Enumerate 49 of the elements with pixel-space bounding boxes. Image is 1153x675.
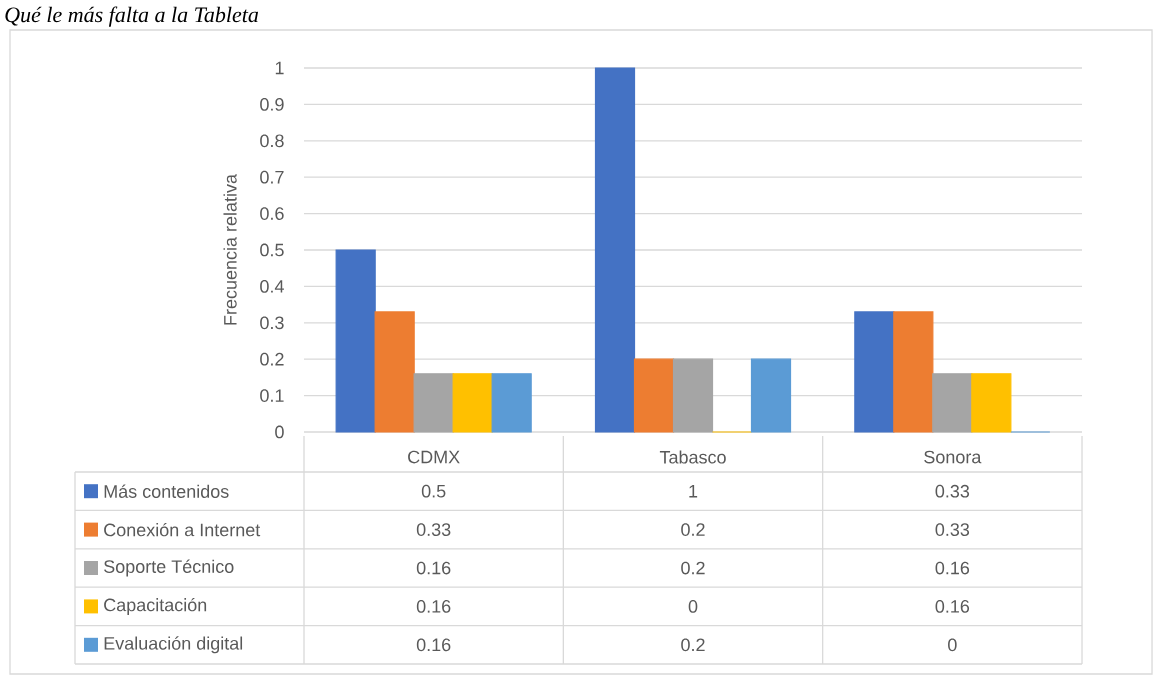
y-tick-label: 0.3 <box>260 316 284 330</box>
legend-label: Conexión a Internet <box>104 522 261 537</box>
data-label: 0.2 <box>681 561 705 575</box>
data-label: 0.33 <box>935 523 970 536</box>
y-tick-label: 0.1 <box>260 389 284 402</box>
bar <box>750 358 792 433</box>
legend-label: Evaluación digital <box>104 636 243 654</box>
y-tick-label: 1 <box>275 61 284 75</box>
y-tick-label: 0 <box>275 425 284 439</box>
x-tick-label: Sonora <box>924 450 982 464</box>
data-label: 0 <box>688 600 698 613</box>
data-label: 0.16 <box>416 561 451 575</box>
y-tick-label: 0.7 <box>260 170 284 184</box>
y-tick-label: 0.2 <box>260 352 284 366</box>
y-tick-label: 0.8 <box>260 134 284 148</box>
bar <box>452 373 493 433</box>
data-label: 0.33 <box>416 523 451 536</box>
data-label: 0.33 <box>935 484 970 498</box>
bar <box>413 373 454 433</box>
legend-label: Capacitación <box>104 597 207 615</box>
bar <box>633 358 675 433</box>
x-tick-label: CDMX <box>408 450 460 464</box>
y-tick-label: 0.4 <box>260 280 284 293</box>
x-tick-label: Tabasco <box>659 450 726 464</box>
bar <box>854 311 895 433</box>
data-label: 0 <box>948 638 957 652</box>
bar <box>971 373 1012 433</box>
y-axis-title: Frecuencia relativa <box>223 174 237 325</box>
data-label: 0.5 <box>421 484 446 498</box>
bar <box>335 249 376 433</box>
legend-label: Soporte Técnico <box>104 559 234 577</box>
bar <box>491 373 532 433</box>
data-label: 1 <box>689 485 698 498</box>
chart-title: Qué le más falta a la Tableta <box>5 6 259 27</box>
bar <box>374 311 415 433</box>
y-tick-label: 0.9 <box>260 98 284 111</box>
data-label: 0.16 <box>935 561 970 575</box>
bar <box>594 67 636 433</box>
y-tick-label: 0.6 <box>260 207 284 220</box>
data-label: 0.16 <box>416 600 451 613</box>
data-label: 0.2 <box>681 523 705 536</box>
bar <box>893 311 934 433</box>
bar <box>672 358 714 433</box>
data-label: 0.16 <box>416 638 451 652</box>
data-label: 0.2 <box>681 638 705 652</box>
y-tick-label: 0.5 <box>260 243 284 257</box>
data-label: 0.16 <box>935 600 970 613</box>
legend-label: Más contenidos <box>104 484 229 498</box>
bar <box>932 373 973 433</box>
